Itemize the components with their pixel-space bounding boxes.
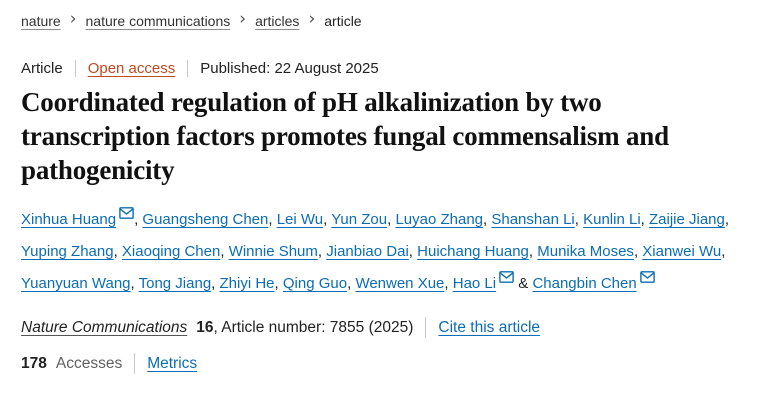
journal-link[interactable]: Nature Communications [21,318,188,336]
author-separator: , [387,211,396,228]
author-link-shanshan-li[interactable]: Shanshan Li [491,211,575,228]
author-link-huichang-huang[interactable]: Huichang Huang [417,243,529,260]
author-separator: , [721,243,726,260]
article-reference: , Article number: 7855 (2025) [213,318,414,336]
author-link-kunlin-li[interactable]: Kunlin Li [583,211,641,228]
author-separator: , [220,243,229,260]
author-separator: , [444,275,453,292]
envelope-icon[interactable] [496,271,514,292]
metrics-bar: 178 Accesses Metrics [21,353,735,374]
article-type-label: Article [21,60,63,77]
author-link-hao-li[interactable]: Hao Li [452,275,497,292]
author-separator: & [514,275,533,292]
author-separator: , [134,211,143,228]
author-separator: , [483,211,492,228]
breadcrumb-link-nature-communications[interactable]: nature communications [85,12,231,29]
author-link-yun-zou[interactable]: Yun Zou [331,211,388,228]
author-separator: , [574,211,584,228]
author-separator: , [408,243,418,260]
page-title: Coordinated regulation of pH alkalinizat… [21,87,669,185]
envelope-icon[interactable] [116,207,134,228]
vertical-divider [134,353,136,374]
breadcrumb-current-article: article [324,12,362,29]
author-link-guangsheng-chen[interactable]: Guangsheng Chen [142,211,269,228]
author-link-qing-guo[interactable]: Qing Guo [282,275,348,292]
author-link-xinhua-huang[interactable]: Xinhua Huang [21,211,117,228]
published-date: Published: 22 August 2025 [200,60,379,77]
author-link-yuping-zhang[interactable]: Yuping Zhang [21,243,114,260]
accesses-label: Accesses [55,354,123,372]
author-separator: , [323,211,332,228]
open-access-link[interactable]: Open access [87,60,176,77]
author-separator: , [211,275,220,292]
cite-article-link[interactable]: Cite this article [438,318,541,336]
author-link-changbin-chen[interactable]: Changbin Chen [532,275,637,292]
vertical-divider [74,60,76,77]
chevron-right-icon: › [308,9,316,29]
article-header-page: nature › nature communications › articles › ar… [21,9,735,374]
author-separator: , [633,243,643,260]
accesses-count: 178 [21,354,47,372]
article-meta-row: Article Open access Published: 22 August… [21,60,735,77]
author-separator: , [274,275,283,292]
envelope-icon[interactable] [637,271,655,292]
author-separator: , [347,275,356,292]
author-link-lei-wu[interactable]: Lei Wu [276,211,324,228]
metrics-link[interactable]: Metrics [147,354,198,372]
author-link-luyao-zhang[interactable]: Luyao Zhang [395,211,484,228]
author-link-tong-jiang[interactable]: Tong Jiang [138,275,212,292]
author-separator: , [724,211,730,228]
author-link-wenwen-xue[interactable]: Wenwen Xue [355,275,445,292]
author-separator: , [528,243,538,260]
author-separator: , [130,275,139,292]
chevron-right-icon: › [239,9,247,29]
author-link-yuanyuan-wang[interactable]: Yuanyuan Wang [21,275,131,292]
author-link-winnie-shum[interactable]: Winnie Shum [228,243,318,260]
journal-citation-row: Nature Communications 16 , Article numbe… [21,317,735,338]
vertical-divider [425,317,427,338]
author-separator: , [640,211,649,228]
author-separator: , [317,243,327,260]
author-link-xiaoqing-chen[interactable]: Xiaoqing Chen [121,243,221,260]
breadcrumb: nature › nature communications › articles › ar… [21,9,735,29]
volume-number: 16 [196,318,214,336]
author-link-zhiyi-he[interactable]: Zhiyi He [219,275,275,292]
author-list: Xinhua Huang, Guangsheng Chen, Lei Wu, Y… [21,204,735,300]
author-link-xianwei-wu[interactable]: Xianwei Wu [642,243,722,260]
breadcrumb-link-nature[interactable]: nature [21,12,61,29]
vertical-divider [187,60,189,77]
author-link-jianbiao-dai[interactable]: Jianbiao Dai [326,243,409,260]
chevron-right-icon: › [69,9,77,29]
author-link-munika-moses[interactable]: Munika Moses [537,243,634,260]
breadcrumb-link-articles[interactable]: articles [255,12,300,29]
author-link-zaijie-jiang[interactable]: Zaijie Jiang [649,211,725,228]
author-separator: , [268,211,277,228]
author-separator: , [113,243,122,260]
